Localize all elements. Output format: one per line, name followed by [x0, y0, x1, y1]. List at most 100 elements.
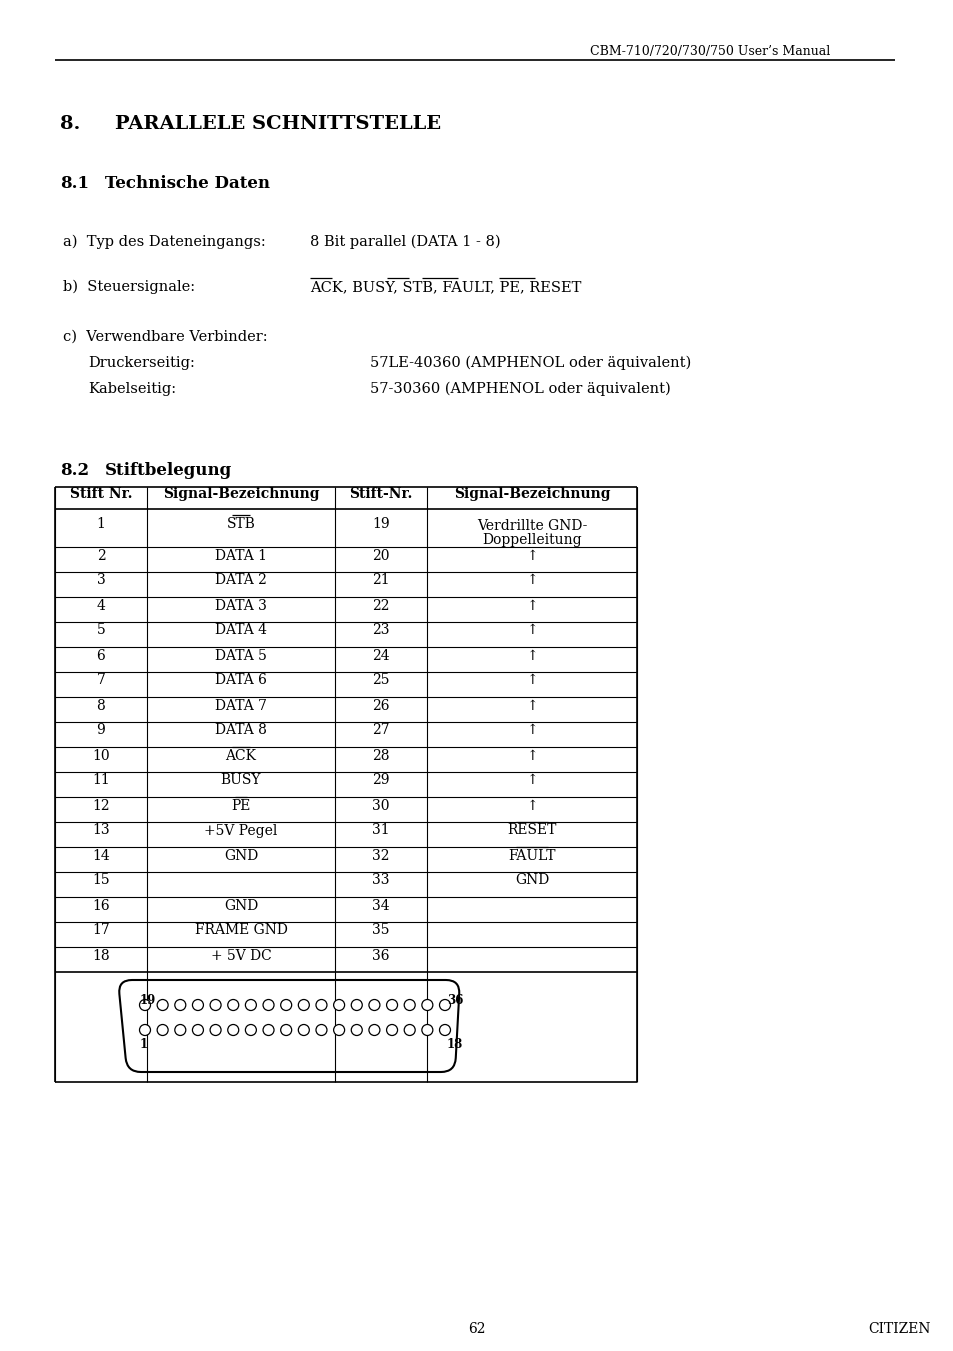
Text: Technische Daten: Technische Daten — [105, 176, 270, 192]
Text: 19: 19 — [372, 517, 390, 531]
Text: ↑: ↑ — [526, 549, 537, 562]
Text: DATA 2: DATA 2 — [214, 574, 267, 588]
Text: 3: 3 — [96, 574, 105, 588]
Circle shape — [386, 1024, 397, 1035]
Text: 27: 27 — [372, 724, 390, 738]
Text: FRAME GND: FRAME GND — [194, 924, 287, 938]
Text: ↑: ↑ — [526, 598, 537, 612]
Text: 23: 23 — [372, 624, 390, 638]
Text: Druckerseitig:: Druckerseitig: — [88, 357, 194, 370]
Circle shape — [404, 1000, 415, 1011]
Text: 7: 7 — [96, 674, 106, 688]
Circle shape — [404, 1024, 415, 1035]
Text: 22: 22 — [372, 598, 390, 612]
Text: Doppelleitung: Doppelleitung — [481, 534, 581, 547]
Text: 18: 18 — [92, 948, 110, 962]
Text: PE: PE — [231, 798, 251, 812]
Text: ↑: ↑ — [526, 674, 537, 688]
Text: DATA 5: DATA 5 — [214, 648, 267, 662]
Circle shape — [210, 1000, 221, 1011]
Circle shape — [280, 1000, 292, 1011]
Text: CBM-710/720/730/750 User’s Manual: CBM-710/720/730/750 User’s Manual — [589, 45, 829, 58]
Text: 14: 14 — [92, 848, 110, 862]
Circle shape — [157, 1000, 168, 1011]
Text: 31: 31 — [372, 824, 390, 838]
Text: 1: 1 — [140, 1038, 148, 1051]
Circle shape — [210, 1024, 221, 1035]
Text: 35: 35 — [372, 924, 390, 938]
Text: 13: 13 — [92, 824, 110, 838]
Text: DATA 3: DATA 3 — [214, 598, 267, 612]
Circle shape — [421, 1000, 433, 1011]
Text: 8 Bit parallel (DATA 1 - 8): 8 Bit parallel (DATA 1 - 8) — [310, 235, 500, 250]
Text: 9: 9 — [96, 724, 105, 738]
Text: DATA 6: DATA 6 — [214, 674, 267, 688]
Text: + 5V DC: + 5V DC — [211, 948, 271, 962]
Text: FAULT: FAULT — [508, 848, 556, 862]
Text: 6: 6 — [96, 648, 105, 662]
Circle shape — [439, 1000, 450, 1011]
Text: RESET: RESET — [507, 824, 557, 838]
Text: DATA 7: DATA 7 — [214, 698, 267, 712]
Circle shape — [421, 1024, 433, 1035]
Text: 18: 18 — [447, 1038, 463, 1051]
Circle shape — [139, 1000, 151, 1011]
Text: Signal-Bezeichnung: Signal-Bezeichnung — [454, 486, 610, 501]
Text: c)  Verwendbare Verbinder:: c) Verwendbare Verbinder: — [63, 330, 268, 345]
Circle shape — [193, 1000, 203, 1011]
Circle shape — [351, 1024, 362, 1035]
Circle shape — [280, 1024, 292, 1035]
Text: 2: 2 — [96, 549, 105, 562]
Circle shape — [228, 1000, 238, 1011]
Circle shape — [369, 1000, 379, 1011]
Text: ↑: ↑ — [526, 574, 537, 588]
Text: ↑: ↑ — [526, 624, 537, 638]
Text: 8.: 8. — [60, 115, 80, 132]
Circle shape — [351, 1000, 362, 1011]
Circle shape — [298, 1000, 309, 1011]
Text: 28: 28 — [372, 748, 390, 762]
Text: 24: 24 — [372, 648, 390, 662]
Text: GND: GND — [224, 848, 258, 862]
Text: 12: 12 — [92, 798, 110, 812]
Text: DATA 1: DATA 1 — [214, 549, 267, 562]
Circle shape — [315, 1024, 327, 1035]
Text: ↑: ↑ — [526, 698, 537, 712]
Text: 11: 11 — [92, 774, 110, 788]
Text: 10: 10 — [92, 748, 110, 762]
Text: 57LE-40360 (AMPHENOL oder äquivalent): 57LE-40360 (AMPHENOL oder äquivalent) — [370, 357, 691, 370]
Circle shape — [193, 1024, 203, 1035]
Text: ACK: ACK — [225, 748, 256, 762]
Text: Signal-Bezeichnung: Signal-Bezeichnung — [163, 486, 319, 501]
Text: 5: 5 — [96, 624, 105, 638]
PathPatch shape — [119, 979, 458, 1071]
Text: PARALLELE SCHNITTSTELLE: PARALLELE SCHNITTSTELLE — [115, 115, 440, 132]
Circle shape — [174, 1000, 186, 1011]
Text: b)  Steuersignale:: b) Steuersignale: — [63, 280, 195, 295]
Text: GND: GND — [224, 898, 258, 912]
Text: Stift-Nr.: Stift-Nr. — [349, 486, 413, 501]
Circle shape — [263, 1000, 274, 1011]
Text: 15: 15 — [92, 874, 110, 888]
Circle shape — [298, 1024, 309, 1035]
Text: 25: 25 — [372, 674, 390, 688]
Text: 57-30360 (AMPHENOL oder äquivalent): 57-30360 (AMPHENOL oder äquivalent) — [370, 382, 670, 396]
Text: Stift Nr.: Stift Nr. — [70, 486, 132, 501]
Text: DATA 8: DATA 8 — [214, 724, 267, 738]
Circle shape — [315, 1000, 327, 1011]
Circle shape — [157, 1024, 168, 1035]
Text: 19: 19 — [140, 994, 156, 1006]
Text: Verdrillte GND-: Verdrillte GND- — [476, 519, 587, 534]
Text: ↑: ↑ — [526, 724, 537, 738]
Text: 26: 26 — [372, 698, 390, 712]
Circle shape — [334, 1000, 344, 1011]
Text: CITIZEN: CITIZEN — [867, 1323, 929, 1336]
Text: DATA 4: DATA 4 — [214, 624, 267, 638]
Circle shape — [439, 1024, 450, 1035]
Text: 8.2: 8.2 — [60, 462, 89, 480]
Text: STB: STB — [226, 517, 255, 531]
Text: 20: 20 — [372, 549, 390, 562]
Text: 62: 62 — [468, 1323, 485, 1336]
Text: 1: 1 — [96, 517, 106, 531]
Text: ACK, BUSY, STB, FAULT, PE, RESET: ACK, BUSY, STB, FAULT, PE, RESET — [310, 280, 580, 295]
